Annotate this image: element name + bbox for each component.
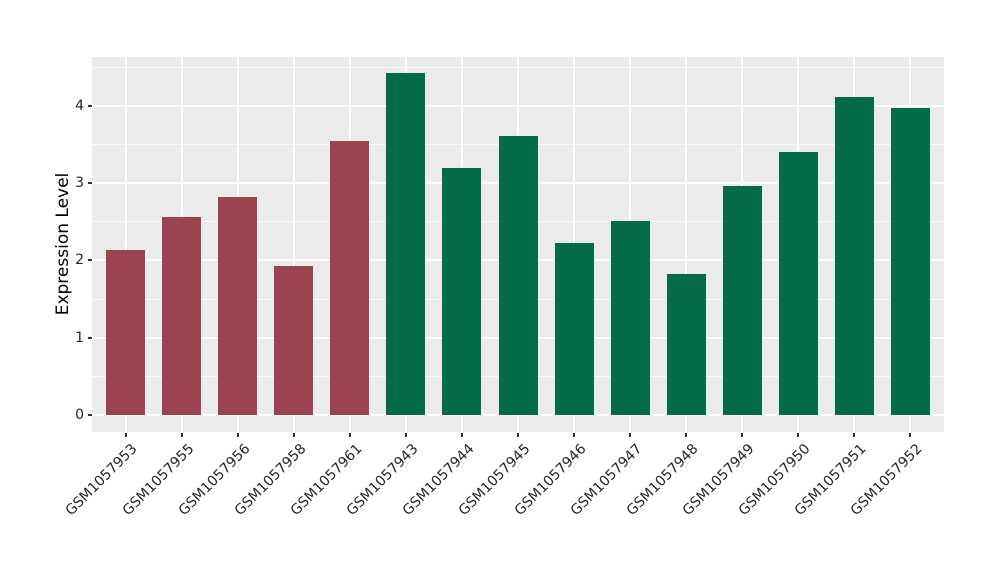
bar-GSM1057950 xyxy=(778,152,818,415)
bar-GSM1057961 xyxy=(330,141,370,415)
x-tick-mark xyxy=(236,433,239,437)
y-tick-label: 4 xyxy=(75,97,84,114)
bar-GSM1057945 xyxy=(498,135,538,415)
y-tick-mark xyxy=(88,413,92,416)
bar-GSM1057948 xyxy=(666,274,706,415)
bar-GSM1057949 xyxy=(722,186,762,415)
vertical-gridline xyxy=(685,57,688,432)
vertical-gridline xyxy=(292,57,295,432)
bar-GSM1057946 xyxy=(554,242,594,415)
y-axis-title: Expression Level xyxy=(53,172,73,316)
bar-GSM1057956 xyxy=(218,196,258,415)
x-tick-mark xyxy=(853,433,856,437)
x-tick-mark xyxy=(685,433,688,437)
y-tick-mark xyxy=(88,336,92,339)
x-tick-mark xyxy=(404,433,407,437)
bar-GSM1057958 xyxy=(274,265,314,415)
y-tick-mark xyxy=(88,104,92,107)
x-tick-mark xyxy=(180,433,183,437)
bar-GSM1057953 xyxy=(106,250,146,415)
x-tick-mark xyxy=(629,433,632,437)
bar-GSM1057951 xyxy=(834,97,874,415)
y-tick-label: 3 xyxy=(75,175,84,192)
y-tick-mark xyxy=(88,259,92,262)
x-tick-mark xyxy=(348,433,351,437)
x-tick-mark xyxy=(909,433,912,437)
bar-GSM1057947 xyxy=(610,220,650,415)
y-tick-label: 1 xyxy=(75,329,84,346)
x-tick-mark xyxy=(460,433,463,437)
vertical-gridline xyxy=(124,57,127,432)
y-tick-label: 2 xyxy=(75,252,84,269)
bar-GSM1057943 xyxy=(386,73,426,415)
x-tick-mark xyxy=(797,433,800,437)
bar-GSM1057952 xyxy=(890,108,930,415)
plot-panel xyxy=(92,57,944,432)
bar-GSM1057944 xyxy=(442,168,482,415)
x-tick-mark xyxy=(292,433,295,437)
x-tick-mark xyxy=(124,433,127,437)
x-tick-mark xyxy=(573,433,576,437)
bar-GSM1057955 xyxy=(162,217,202,415)
y-tick-label: 0 xyxy=(75,406,84,423)
x-tick-mark xyxy=(741,433,744,437)
x-tick-mark xyxy=(517,433,519,437)
y-tick-mark xyxy=(88,182,92,185)
